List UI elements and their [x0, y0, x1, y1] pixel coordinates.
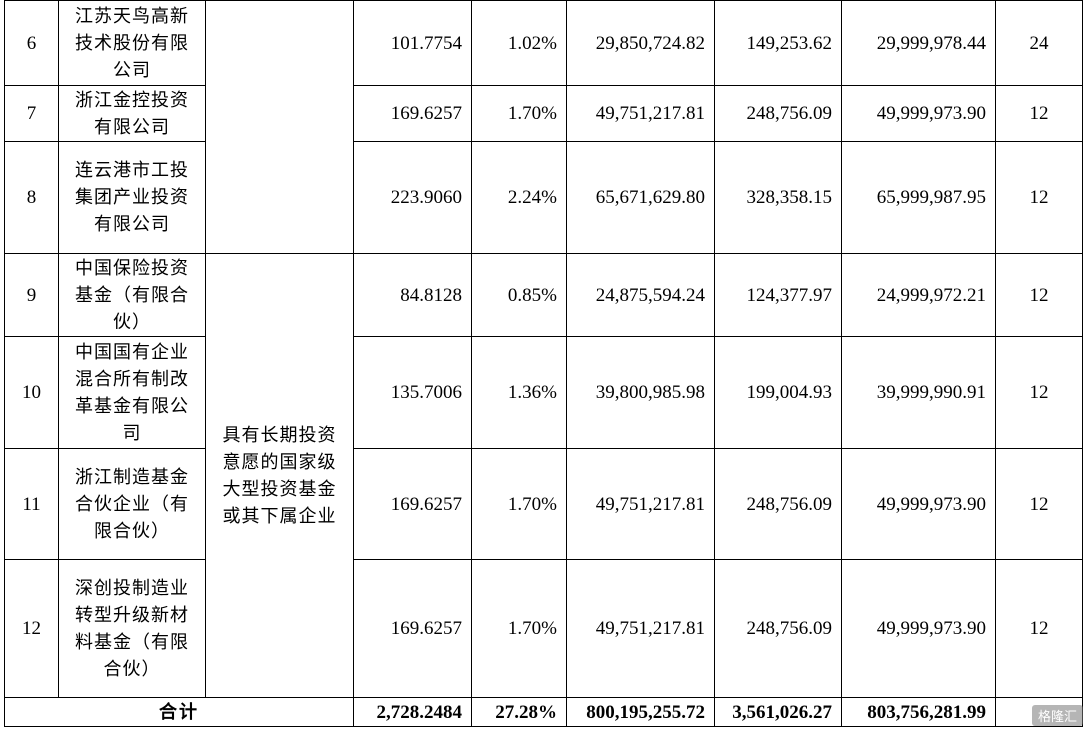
- amount-cell: 24,875,594.24: [566, 253, 715, 337]
- total-amount: 800,195,255.72: [566, 697, 715, 727]
- total-row: 合计 2,728.2484 27.28% 800,195,255.72 3,56…: [4, 697, 1083, 727]
- amount-cell: 39,800,985.98: [566, 336, 715, 449]
- interest-cell: 328,358.15: [714, 141, 842, 254]
- ratio-cell: 1.70%: [471, 559, 567, 698]
- shares-cell: 169.6257: [353, 559, 472, 698]
- lock-period-cell: 24: [995, 0, 1083, 86]
- interest-cell: 124,377.97: [714, 253, 842, 337]
- shares-cell: 223.9060: [353, 141, 472, 254]
- ratio-cell: 1.02%: [471, 0, 567, 86]
- table-row: 9 中国保险投资基金（有限合伙） 具有长期投资意愿的国家级大型投资基金或其下属企…: [4, 253, 1083, 698]
- investor-name: 浙江制造基金合伙企业（有限合伙）: [58, 448, 206, 560]
- ratio-cell: 1.70%: [471, 85, 567, 142]
- amount-cell: 49,751,217.81: [566, 85, 715, 142]
- total-cell: 49,999,973.90: [841, 448, 996, 560]
- investor-name: 中国保险投资基金（有限合伙）: [58, 253, 206, 337]
- amount-cell: 65,671,629.80: [566, 141, 715, 254]
- table-row: 10 中国国有企业混合所有制改革基金有限公司 135.7006 1.36% 39…: [4, 336, 1083, 449]
- total-interest: 3,561,026.27: [714, 697, 842, 727]
- investor-name: 连云港市工投集团产业投资有限公司: [58, 141, 206, 254]
- total-cell: 49,999,973.90: [841, 559, 996, 698]
- ratio-cell: 1.36%: [471, 336, 567, 449]
- amount-cell: 49,751,217.81: [566, 448, 715, 560]
- lock-period-cell: 12: [995, 448, 1083, 560]
- table-row: 12 深创投制造业转型升级新材料基金（有限合伙） 169.6257 1.70% …: [4, 559, 1083, 698]
- row-index: 7: [4, 85, 59, 142]
- allocation-table: 6 江苏天鸟高新技术股份有限公司 101.7754 1.02% 29,850,7…: [4, 0, 1083, 727]
- amount-cell: 49,751,217.81: [566, 559, 715, 698]
- shares-cell: 101.7754: [353, 0, 472, 86]
- shares-cell: 169.6257: [353, 85, 472, 142]
- table-row: 11 浙江制造基金合伙企业（有限合伙） 169.6257 1.70% 49,75…: [4, 448, 1083, 560]
- interest-cell: 248,756.09: [714, 559, 842, 698]
- investor-name: 江苏天鸟高新技术股份有限公司: [58, 0, 206, 86]
- shares-cell: 84.8128: [353, 253, 472, 337]
- investor-name: 深创投制造业转型升级新材料基金（有限合伙）: [58, 559, 206, 698]
- total-cell: 39,999,990.91: [841, 336, 996, 449]
- investor-name: 浙江金控投资有限公司: [58, 85, 206, 142]
- total-shares: 2,728.2484: [353, 697, 472, 727]
- amount-cell: 29,850,724.82: [566, 0, 715, 86]
- total-ratio: 27.28%: [471, 697, 567, 727]
- row-index: 8: [4, 141, 59, 254]
- total-cell: 29,999,978.44: [841, 0, 996, 86]
- row-index: 10: [4, 336, 59, 449]
- ratio-cell: 0.85%: [471, 253, 567, 337]
- watermark-logo: 格隆汇: [1031, 705, 1083, 726]
- total-cell: 24,999,972.21: [841, 253, 996, 337]
- lock-period-cell: 12: [995, 253, 1083, 337]
- row-index: 12: [4, 559, 59, 698]
- lock-period-cell: 12: [995, 85, 1083, 142]
- ratio-cell: 2.24%: [471, 141, 567, 254]
- lock-period-cell: 12: [995, 141, 1083, 254]
- investor-category: 具有长期投资意愿的国家级大型投资基金或其下属企业: [205, 253, 354, 698]
- category-cell-empty: [205, 0, 354, 254]
- watermark-text: 格隆汇: [1037, 710, 1077, 725]
- lock-period-cell: 12: [995, 336, 1083, 449]
- interest-cell: 248,756.09: [714, 448, 842, 560]
- lock-period-cell: 12: [995, 559, 1083, 698]
- total-cell: 49,999,973.90: [841, 85, 996, 142]
- total-cell: 65,999,987.95: [841, 141, 996, 254]
- table-row: 6 江苏天鸟高新技术股份有限公司 101.7754 1.02% 29,850,7…: [4, 0, 1083, 254]
- interest-cell: 199,004.93: [714, 336, 842, 449]
- interest-cell: 248,756.09: [714, 85, 842, 142]
- table-row: 8 连云港市工投集团产业投资有限公司 223.9060 2.24% 65,671…: [4, 141, 1083, 254]
- row-index: 6: [4, 0, 59, 86]
- row-index: 11: [4, 448, 59, 560]
- investor-name: 中国国有企业混合所有制改革基金有限公司: [58, 336, 206, 449]
- table-row: 7 浙江金控投资有限公司 169.6257 1.70% 49,751,217.8…: [4, 85, 1083, 142]
- shares-cell: 135.7006: [353, 336, 472, 449]
- shares-cell: 169.6257: [353, 448, 472, 560]
- table-body: 6 江苏天鸟高新技术股份有限公司 101.7754 1.02% 29,850,7…: [4, 0, 1083, 727]
- interest-cell: 149,253.62: [714, 0, 842, 86]
- total-sum: 803,756,281.99: [841, 697, 996, 727]
- total-label: 合计: [4, 697, 354, 727]
- row-index: 9: [4, 253, 59, 337]
- ratio-cell: 1.70%: [471, 448, 567, 560]
